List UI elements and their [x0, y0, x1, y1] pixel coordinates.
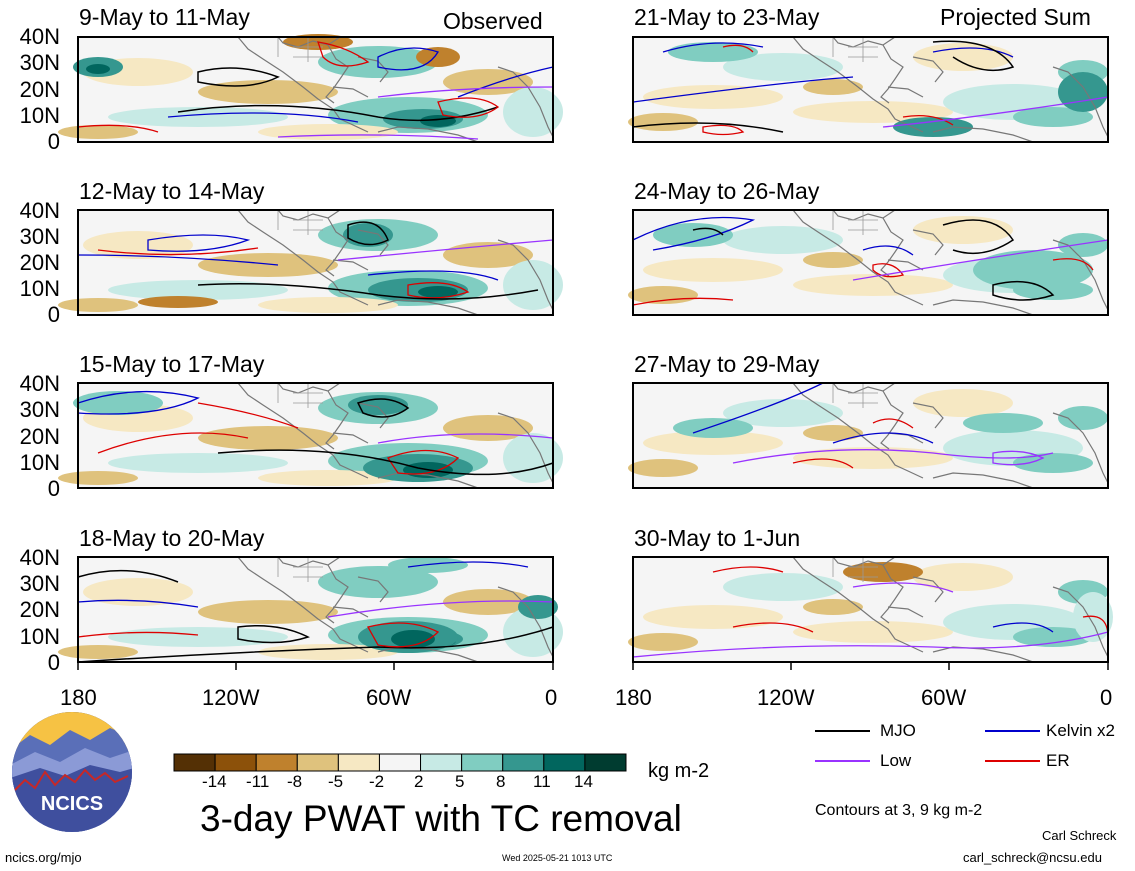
panel-map-7: [628, 382, 1109, 489]
colorbar-tick: 8: [496, 772, 506, 791]
lat-label: 30N: [19, 397, 60, 422]
panel-title-2: 12-May to 14-May: [79, 178, 265, 204]
panel-map-1: [58, 34, 563, 143]
footer-email: carl_schreck@ncsu.edu: [963, 850, 1102, 865]
lat-label: 40N: [19, 198, 60, 223]
main-title: 3-day PWAT with TC removal: [200, 798, 682, 839]
lon-ticks: [77, 662, 1109, 670]
footer-author: Carl Schreck: [1042, 828, 1117, 843]
colorbar-tick: 5: [455, 772, 465, 791]
colorbar-tick: 11: [533, 772, 551, 791]
panel-title-5: 21-May to 23-May: [634, 4, 820, 30]
lat-label: 0: [47, 129, 60, 154]
lon-label: 120W: [757, 685, 815, 710]
ncics-logo: NCICS: [12, 712, 132, 832]
lat-label: 40N: [19, 545, 60, 570]
lat-label: 20N: [19, 77, 60, 102]
lat-label: 10N: [19, 103, 60, 128]
lat-label: 0: [47, 650, 60, 675]
panel-title-3: 15-May to 17-May: [79, 351, 265, 377]
lon-label: 60W: [366, 685, 412, 710]
colorbar-cell: [461, 753, 504, 772]
legend-label-low: Low: [880, 751, 912, 770]
lat-label: 10N: [19, 276, 60, 301]
projected-sum-label: Projected Sum: [940, 4, 1091, 30]
colorbar-cell: [378, 753, 422, 772]
lon-label: 180: [60, 685, 97, 710]
lat-label: 30N: [19, 571, 60, 596]
colorbar-cell: [296, 753, 339, 772]
lat-label: 30N: [19, 50, 60, 75]
panel-map-6: [628, 209, 1109, 316]
colorbar-units: kg m-2: [648, 760, 710, 782]
legend-label-mjo: MJO: [880, 721, 916, 740]
lat-label: 30N: [19, 224, 60, 249]
colorbar-tick: 14: [574, 772, 593, 791]
colorbar: [173, 753, 627, 772]
logo-text: NCICS: [41, 793, 103, 815]
panel-map-3: [58, 382, 563, 489]
lat-label: 20N: [19, 250, 60, 275]
colorbar-cell: [255, 753, 298, 772]
panel-title-1: 9-May to 11-May: [79, 4, 250, 30]
lat-label: 0: [47, 476, 60, 501]
footer-url: ncics.org/mjo: [5, 850, 82, 865]
colorbar-cell: [173, 753, 216, 772]
lat-label: 20N: [19, 597, 60, 622]
colorbar-tick: -14: [202, 772, 227, 791]
observed-label: Observed: [443, 8, 543, 34]
colorbar-tick: -11: [246, 772, 270, 791]
lat-label: 10N: [19, 450, 60, 475]
colorbar-cell: [337, 753, 380, 772]
lat-label: 40N: [19, 371, 60, 396]
colorbar-cell: [214, 753, 257, 772]
legend-lines: [815, 730, 1040, 762]
colorbar-tick: -2: [369, 772, 385, 791]
map-panels: [58, 34, 1113, 670]
panel-map-2: [58, 209, 563, 316]
colorbar-cell: [502, 753, 545, 772]
panel-title-6: 24-May to 26-May: [634, 178, 820, 204]
lon-label: 120W: [202, 685, 260, 710]
legend-label-er: ER: [1046, 751, 1070, 770]
panel-map-5: [628, 36, 1109, 143]
panel-title-7: 27-May to 29-May: [634, 351, 820, 377]
panel-map-4: [58, 556, 563, 663]
legend-label-kelvin: Kelvin x2: [1046, 721, 1115, 740]
lat-label: 0: [47, 302, 60, 327]
lon-label: 0: [545, 685, 558, 710]
colorbar-tick: -5: [328, 772, 344, 791]
panel-title-4: 18-May to 20-May: [79, 525, 265, 551]
colorbar-cell: [420, 753, 463, 772]
footer-timestamp: Wed 2025-05-21 1013 UTC: [502, 853, 613, 863]
colorbar-tick: -8: [287, 772, 303, 791]
lat-label: 10N: [19, 624, 60, 649]
colorbar-cell: [584, 753, 627, 772]
colorbar-tick: 2: [414, 772, 424, 791]
contour-note: Contours at 3, 9 kg m-2: [815, 802, 983, 819]
lon-label: 0: [1100, 685, 1113, 710]
lon-label: 60W: [921, 685, 967, 710]
panel-map-8: [628, 556, 1113, 663]
lat-label: 20N: [19, 424, 60, 449]
colorbar-cell: [543, 753, 586, 772]
lon-label: 180: [615, 685, 652, 710]
panel-title-8: 30-May to 1-Jun: [634, 525, 801, 551]
lat-label: 40N: [19, 24, 60, 49]
